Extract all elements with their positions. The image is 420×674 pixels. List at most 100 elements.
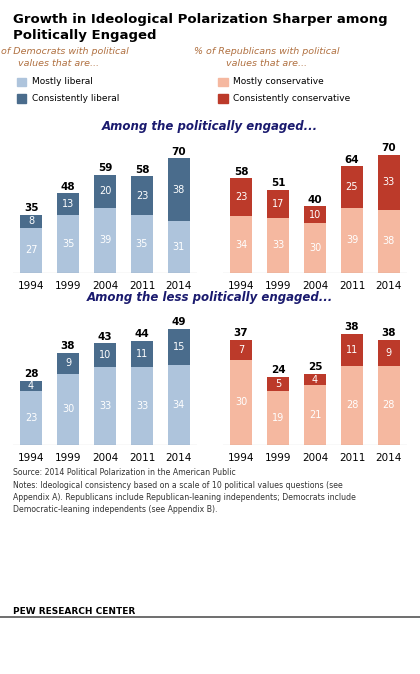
Text: % of Republicans with political
values that are...: % of Republicans with political values t…: [194, 47, 339, 68]
Bar: [20, 228, 42, 273]
Text: 11: 11: [346, 345, 358, 355]
Text: 38: 38: [345, 322, 359, 332]
Text: 2011: 2011: [129, 454, 155, 463]
Bar: [131, 177, 153, 215]
Text: 1999: 1999: [55, 454, 81, 463]
Text: 28: 28: [24, 369, 38, 379]
Text: 34: 34: [173, 400, 185, 410]
Bar: [94, 343, 116, 367]
Text: 44: 44: [134, 329, 150, 339]
Text: 1999: 1999: [55, 282, 81, 291]
Text: 30: 30: [235, 398, 247, 407]
Text: 1999: 1999: [265, 454, 291, 463]
Bar: [168, 158, 190, 221]
Text: 38: 38: [383, 237, 395, 246]
Text: Among the less politically engaged...: Among the less politically engaged...: [87, 291, 333, 304]
Bar: [218, 94, 228, 103]
Text: 38: 38: [61, 341, 75, 351]
Text: 7: 7: [238, 345, 244, 355]
Bar: [267, 189, 289, 218]
Text: 11: 11: [136, 349, 148, 359]
Bar: [304, 374, 326, 386]
Text: Mostly conservative: Mostly conservative: [233, 78, 324, 86]
Bar: [57, 193, 79, 215]
Bar: [17, 94, 26, 103]
Bar: [230, 216, 252, 273]
Text: 27: 27: [25, 245, 37, 255]
Text: 9: 9: [386, 348, 392, 358]
Text: 33: 33: [272, 241, 284, 251]
Bar: [378, 340, 400, 365]
Text: 1994: 1994: [18, 282, 45, 291]
Text: 17: 17: [272, 199, 284, 209]
Bar: [341, 208, 363, 273]
Text: 1999: 1999: [265, 282, 291, 291]
Bar: [17, 78, 26, 86]
Bar: [267, 377, 289, 391]
Text: 1994: 1994: [228, 282, 255, 291]
Text: 35: 35: [24, 204, 38, 214]
Text: 2014: 2014: [376, 454, 402, 463]
Text: 21: 21: [309, 410, 321, 420]
Text: 48: 48: [61, 182, 75, 191]
Bar: [168, 329, 190, 365]
Text: Source: 2014 Political Polarization in the American Public
Notes: Ideological co: Source: 2014 Political Polarization in t…: [13, 468, 355, 514]
Text: 38: 38: [382, 328, 396, 338]
Text: 58: 58: [135, 165, 149, 175]
Bar: [230, 360, 252, 445]
Text: 24: 24: [271, 365, 285, 375]
Text: 5: 5: [275, 379, 281, 389]
Text: 35: 35: [62, 239, 74, 249]
Text: 4: 4: [28, 381, 34, 391]
Text: 2004: 2004: [92, 282, 118, 291]
Text: 64: 64: [345, 155, 359, 165]
Text: 10: 10: [99, 350, 111, 360]
Bar: [267, 218, 289, 273]
Bar: [57, 215, 79, 273]
Text: PEW RESEARCH CENTER: PEW RESEARCH CENTER: [13, 607, 135, 615]
Bar: [20, 215, 42, 228]
Bar: [230, 340, 252, 360]
Text: 25: 25: [308, 362, 322, 372]
Text: 13: 13: [62, 199, 74, 209]
Bar: [230, 178, 252, 216]
Bar: [57, 374, 79, 445]
Bar: [304, 223, 326, 273]
Bar: [341, 365, 363, 445]
Text: 9: 9: [65, 359, 71, 369]
Bar: [94, 208, 116, 273]
Text: 31: 31: [173, 242, 185, 252]
Bar: [20, 381, 42, 390]
Text: 20: 20: [99, 187, 111, 196]
Text: 37: 37: [234, 328, 248, 338]
Text: 70: 70: [172, 147, 186, 157]
Bar: [131, 367, 153, 445]
Bar: [218, 78, 228, 86]
Text: 59: 59: [98, 163, 112, 173]
Text: 15: 15: [173, 342, 185, 352]
Text: 2014: 2014: [166, 454, 192, 463]
Text: 2014: 2014: [376, 282, 402, 291]
Text: Mostly liberal: Mostly liberal: [32, 78, 92, 86]
Text: 51: 51: [271, 179, 285, 188]
Text: 19: 19: [272, 413, 284, 423]
Text: 2004: 2004: [92, 454, 118, 463]
Text: Consistently liberal: Consistently liberal: [32, 94, 119, 103]
Bar: [94, 175, 116, 208]
Text: 1994: 1994: [18, 454, 45, 463]
Bar: [168, 365, 190, 445]
Text: 2011: 2011: [129, 282, 155, 291]
Text: 28: 28: [346, 400, 358, 410]
Text: 33: 33: [99, 401, 111, 411]
Bar: [304, 386, 326, 445]
Text: 38: 38: [173, 185, 185, 195]
Bar: [378, 365, 400, 445]
Text: 39: 39: [346, 235, 358, 245]
Text: 30: 30: [62, 404, 74, 415]
Text: 35: 35: [136, 239, 148, 249]
Text: 40: 40: [308, 195, 322, 205]
Bar: [378, 210, 400, 273]
Text: 10: 10: [309, 210, 321, 220]
Text: 49: 49: [172, 317, 186, 328]
Text: 23: 23: [235, 192, 247, 202]
